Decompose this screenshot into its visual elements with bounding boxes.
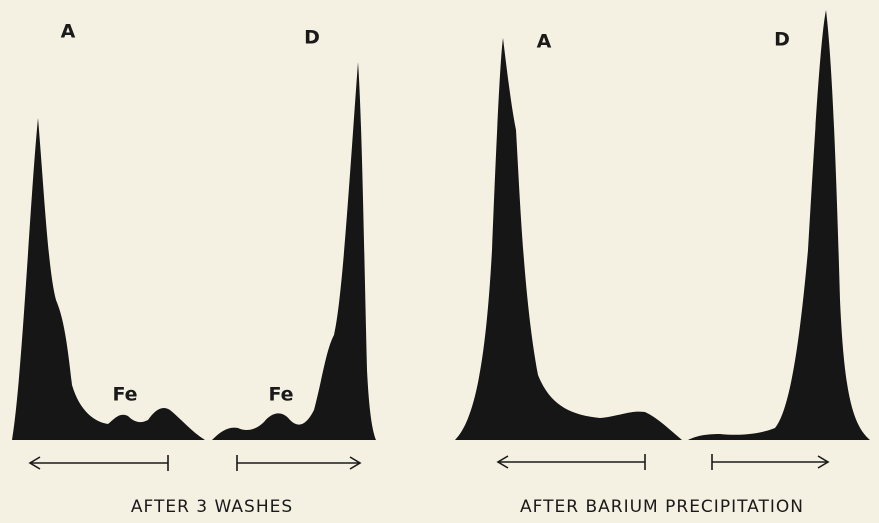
peak-annotation: Fe (112, 384, 137, 406)
trace-peak (212, 62, 376, 440)
trace-label: D (774, 29, 790, 51)
peak-annotation: Fe (268, 384, 293, 406)
trace-peak (688, 10, 870, 440)
trace-label: A (61, 21, 76, 43)
panel-caption: AFTER BARIUM PRECIPITATION (520, 497, 804, 517)
trace-peak (12, 118, 205, 440)
range-arrow (711, 454, 830, 470)
trace-label: A (537, 31, 552, 53)
range-arrow (236, 455, 362, 471)
trace-label: D (304, 27, 320, 49)
trace-peak (455, 38, 682, 440)
panel-caption: AFTER 3 WASHES (131, 497, 293, 517)
range-arrow (496, 454, 646, 470)
range-arrow (28, 455, 169, 471)
